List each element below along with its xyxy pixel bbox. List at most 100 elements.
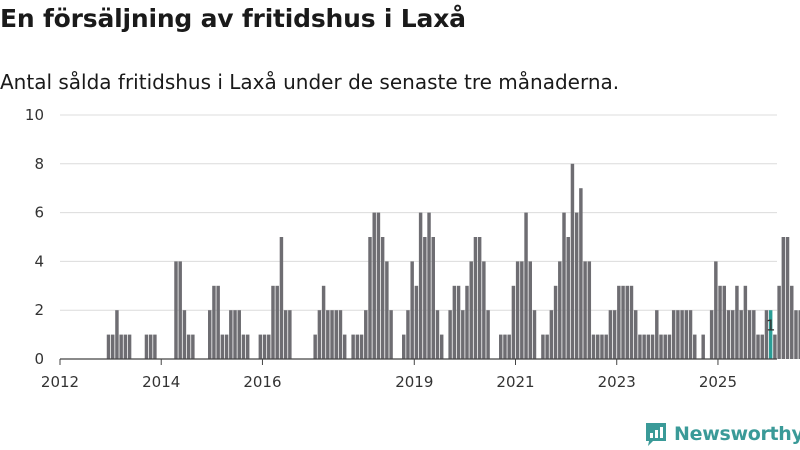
x-tick-label: 2012	[41, 373, 79, 391]
bar	[351, 334, 355, 359]
bar	[676, 310, 680, 359]
bar	[220, 334, 225, 359]
newsworthy-logo-icon	[646, 423, 666, 446]
bar	[612, 310, 617, 359]
bar	[283, 310, 288, 359]
bar	[313, 334, 317, 359]
y-tick-label: 8	[34, 155, 44, 173]
bar	[186, 334, 191, 359]
bar	[110, 334, 115, 359]
bar	[617, 285, 621, 359]
bar	[798, 310, 800, 359]
bar	[321, 285, 326, 359]
bar	[326, 310, 330, 359]
bar	[338, 310, 343, 359]
bar	[359, 334, 364, 359]
bar	[520, 261, 524, 359]
bar	[385, 261, 389, 359]
bar	[726, 310, 731, 359]
bar	[127, 334, 132, 359]
bar	[718, 285, 722, 359]
bar	[245, 334, 250, 359]
chart-subtitle: Antal sålda fritidshus i Laxå under de s…	[0, 70, 620, 94]
bar	[642, 334, 646, 359]
bar	[275, 285, 279, 359]
x-tick-label: 2021	[496, 373, 534, 391]
bar	[427, 212, 431, 359]
bar	[638, 334, 642, 359]
bar	[148, 334, 153, 359]
bar	[423, 237, 427, 359]
bar	[372, 212, 376, 359]
bar	[625, 285, 629, 359]
bar	[608, 310, 613, 359]
bar	[659, 334, 663, 359]
bar	[752, 310, 756, 359]
bar	[781, 237, 786, 359]
bar	[684, 310, 689, 359]
bar	[486, 310, 490, 359]
bar	[553, 285, 558, 359]
bar	[747, 310, 752, 359]
bar	[570, 163, 575, 359]
bar	[406, 310, 410, 359]
bar	[212, 285, 216, 359]
bar	[600, 334, 604, 359]
bar	[650, 334, 655, 359]
bar	[115, 310, 119, 359]
chart-title: En försäljning av fritidshus i Laxå	[0, 4, 466, 33]
bar	[452, 285, 457, 359]
bar	[237, 310, 241, 359]
newsworthy-brand[interactable]: Newsworthy	[644, 419, 800, 449]
bar	[216, 285, 220, 359]
bar	[777, 285, 781, 359]
bar	[288, 310, 292, 359]
x-tick-label: 2025	[699, 373, 737, 391]
bar	[106, 334, 111, 359]
bar	[688, 310, 693, 359]
bar	[545, 334, 549, 359]
bar	[389, 310, 393, 359]
bar	[191, 334, 195, 359]
bar	[499, 334, 503, 359]
bar	[439, 334, 444, 359]
bar	[785, 237, 790, 359]
bar	[178, 261, 182, 359]
bar	[469, 261, 473, 359]
bar	[477, 237, 482, 359]
brand-name: Newsworthy	[674, 423, 800, 445]
bar	[123, 334, 128, 359]
bar	[182, 310, 187, 359]
bar	[174, 261, 178, 359]
bar	[515, 261, 520, 359]
bar	[532, 310, 537, 359]
bar	[355, 334, 360, 359]
bar	[760, 334, 764, 359]
x-tick-label: 2019	[395, 373, 433, 391]
bar-chart: 0 2 4 6 8 10 1 2012 2014 2016 2019 2021 2023 2025	[25, 106, 800, 391]
bar	[414, 285, 419, 359]
bar	[224, 334, 229, 359]
bar	[431, 237, 435, 359]
bar	[621, 285, 625, 359]
bar	[461, 310, 465, 359]
y-tick-label: 6	[34, 204, 44, 222]
bar	[119, 334, 123, 359]
bar	[368, 237, 372, 359]
bar	[418, 212, 423, 359]
bar	[680, 310, 684, 359]
bar	[587, 261, 592, 359]
bar	[482, 261, 486, 359]
bar	[511, 285, 516, 359]
data-label: 1	[766, 317, 776, 335]
bar	[693, 334, 697, 359]
bar	[153, 334, 157, 359]
bar	[722, 285, 727, 359]
bar	[714, 261, 718, 359]
bar	[507, 334, 511, 359]
bar	[410, 261, 414, 359]
bar	[402, 334, 406, 359]
bar	[334, 310, 338, 359]
bar	[380, 237, 385, 359]
bar	[701, 334, 705, 359]
